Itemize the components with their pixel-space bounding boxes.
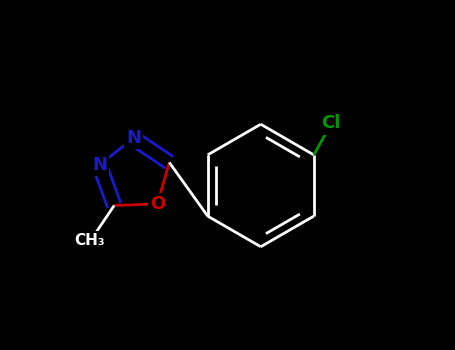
Text: O: O [150, 195, 165, 213]
Text: Cl: Cl [322, 114, 341, 132]
Text: CH₃: CH₃ [74, 233, 105, 248]
Text: N: N [126, 129, 141, 147]
Text: N: N [92, 156, 107, 174]
